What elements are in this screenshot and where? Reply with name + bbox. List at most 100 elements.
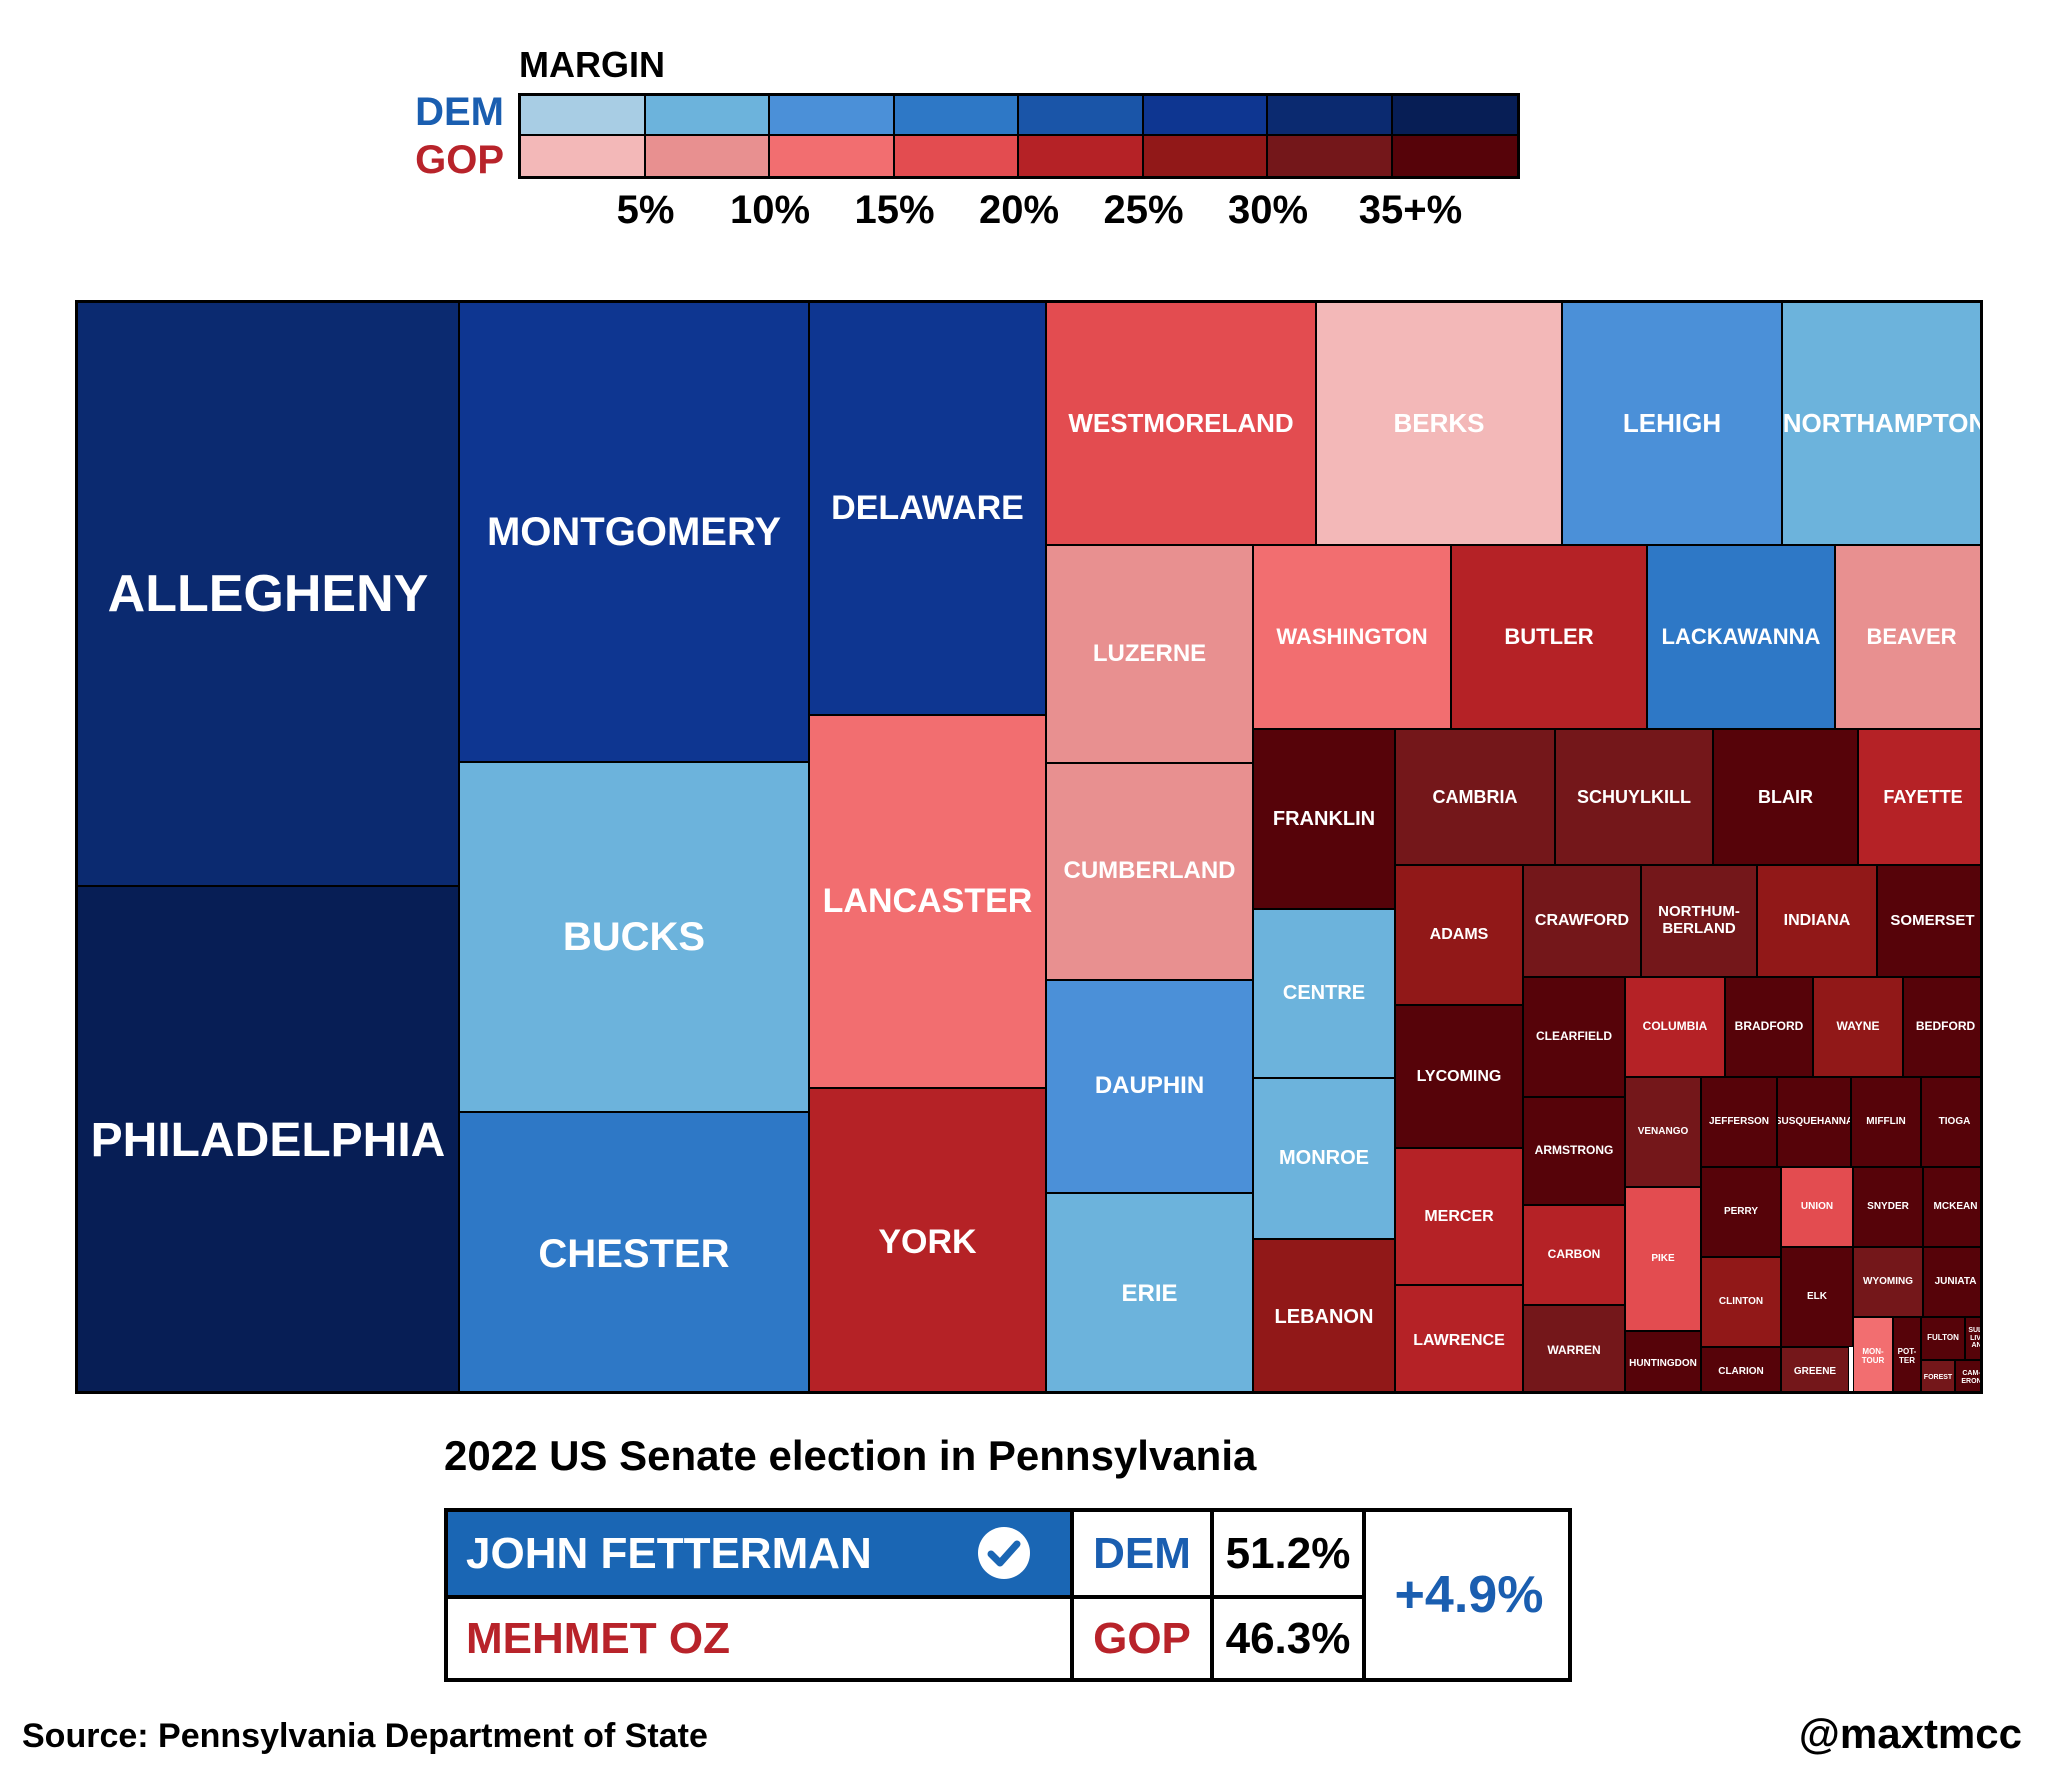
county-cell: SCHUYLKILL [1555,729,1713,865]
county-label: WASHINGTON [1276,623,1428,649]
legend-tick-label: 5% [616,188,675,232]
county-cell: YORK [809,1088,1046,1391]
county-cell: WASHINGTON [1253,545,1451,729]
county-label: SUSQUEHANNA [1777,1116,1851,1128]
county-label: SUL- LIV- AN [1968,1326,1983,1350]
county-label: CLINTON [1718,1296,1764,1308]
county-cell: ARMSTRONG [1523,1097,1625,1205]
county-label: SNYDER [1867,1201,1909,1213]
county-label: WYOMING [1863,1276,1913,1288]
county-label: MCKEAN [1933,1201,1978,1213]
county-label: CLARION [1718,1365,1764,1377]
pct-dem: 51.2% [1210,1512,1362,1595]
county-cell: MONTGOMERY [459,303,809,762]
county-cell: CARBON [1523,1205,1625,1305]
legend-swatch-dem-5 [1143,96,1268,136]
source-note: Source: Pennsylvania Department of State [22,1717,708,1755]
legend-swatch-gop-4 [1019,136,1144,176]
county-label: POT- TER [1897,1346,1917,1365]
county-label: ERIE [1121,1280,1178,1308]
county-label: ALLEGHENY [107,564,429,623]
county-label: LYCOMING [1416,1067,1502,1085]
county-label: INDIANA [1783,912,1851,930]
county-label: SCHUYLKILL [1577,786,1691,807]
county-cell: BRADFORD [1725,977,1813,1077]
county-cell: JUNIATA [1923,1247,1980,1317]
county-cell: PHILADELPHIA [78,886,459,1391]
county-cell: COLUMBIA [1625,977,1725,1077]
county-label: FRANKLIN [1272,807,1376,830]
county-label: MONROE [1279,1147,1369,1170]
county-cell: JEFFERSON [1701,1077,1777,1167]
county-label: JUNIATA [1934,1276,1977,1288]
county-cell: PERRY [1701,1167,1781,1257]
county-cell: MCKEAN [1923,1167,1980,1247]
county-label: WESTMORELAND [1068,407,1294,438]
legend-swatch-gop-2 [770,136,895,176]
county-cell: CUMBERLAND [1046,763,1253,980]
county-cell: BEDFORD [1903,977,1980,1077]
legend-swatch-dem-4 [1019,96,1144,136]
county-cell: SUL- LIV- AN [1965,1317,1983,1360]
county-label: TIOGA [1938,1116,1971,1128]
county-cell: DELAWARE [809,303,1046,715]
county-cell: LEBANON [1253,1239,1395,1391]
county-label: NORTHUM- BERLAND [1658,903,1740,937]
county-cell: WYOMING [1853,1247,1923,1317]
county-label: MERCER [1424,1207,1494,1225]
vote-pct: 46.3% [1225,1613,1351,1663]
pct-gop: 46.3% [1210,1595,1362,1678]
legend-tick-label: 20% [978,188,1060,232]
county-label: LANCASTER [822,882,1033,921]
legend-swatch-dem-2 [770,96,895,136]
county-label: LEBANON [1274,1306,1374,1329]
county-label: COLUMBIA [1642,1019,1708,1034]
county-cell: ADAMS [1395,865,1523,1005]
county-label: PERRY [1723,1206,1759,1218]
county-label: ELK [1807,1291,1827,1303]
county-label: SOMERSET [1890,911,1975,929]
county-cell: LANCASTER [809,715,1046,1088]
county-cell: FOREST [1921,1360,1955,1391]
party-dem: DEM [1070,1512,1210,1595]
legend-tick-label: 25% [1103,188,1184,232]
county-cell: NORTHUM- BERLAND [1641,865,1757,977]
county-cell: NORTHAMPTON [1782,303,1980,545]
county-label: YORK [878,1222,977,1261]
county-label: MON- TOUR [1861,1346,1885,1365]
county-cell: GREENE [1781,1347,1849,1391]
county-label: FULTON [1927,1333,1959,1343]
county-treemap: ALLEGHENY PHILADELPHIA MONTGOMERY BUCKS CHES… [75,300,1983,1394]
legend-tick-label: 15% [854,188,935,232]
county-cell: POT- TER [1893,1317,1921,1391]
legend-swatch-dem-6 [1268,96,1393,136]
county-label: HUNTINGDON [1629,1357,1697,1369]
legend-swatch-dem-0 [521,96,646,136]
county-cell: WAYNE [1813,977,1903,1077]
county-cell: BERKS [1316,303,1562,545]
county-cell: LUZERNE [1046,545,1253,763]
county-label: DELAWARE [831,489,1024,528]
county-cell: PIKE [1625,1187,1701,1331]
party-label: DEM [1093,1528,1191,1578]
legend-swatch-gop-3 [894,136,1019,176]
margin-value: +4.9% [1362,1512,1572,1678]
county-cell: LYCOMING [1395,1005,1523,1148]
county-label: BUCKS [562,914,706,959]
county-cell: MON- TOUR [1853,1317,1893,1391]
legend-dem-label: DEM [415,90,504,134]
county-label: BEAVER [1866,623,1957,649]
candidate-name-dem: JOHN FETTERMAN [448,1512,1070,1595]
party-gop: GOP [1070,1595,1210,1678]
legend-swatch-gop-6 [1268,136,1393,176]
check-circle-icon [978,1527,1030,1579]
legend-swatch-dem-3 [894,96,1019,136]
legend-tick-label: 30% [1227,188,1309,232]
county-label: CAM- ERON [1961,1370,1982,1385]
candidate-name: MEHMET OZ [466,1613,730,1663]
county-label: LACKAWANNA [1661,623,1821,649]
county-cell: LEHIGH [1562,303,1782,545]
county-cell: BUCKS [459,762,809,1112]
county-label: CARBON [1547,1247,1601,1262]
party-label: GOP [1093,1613,1191,1663]
